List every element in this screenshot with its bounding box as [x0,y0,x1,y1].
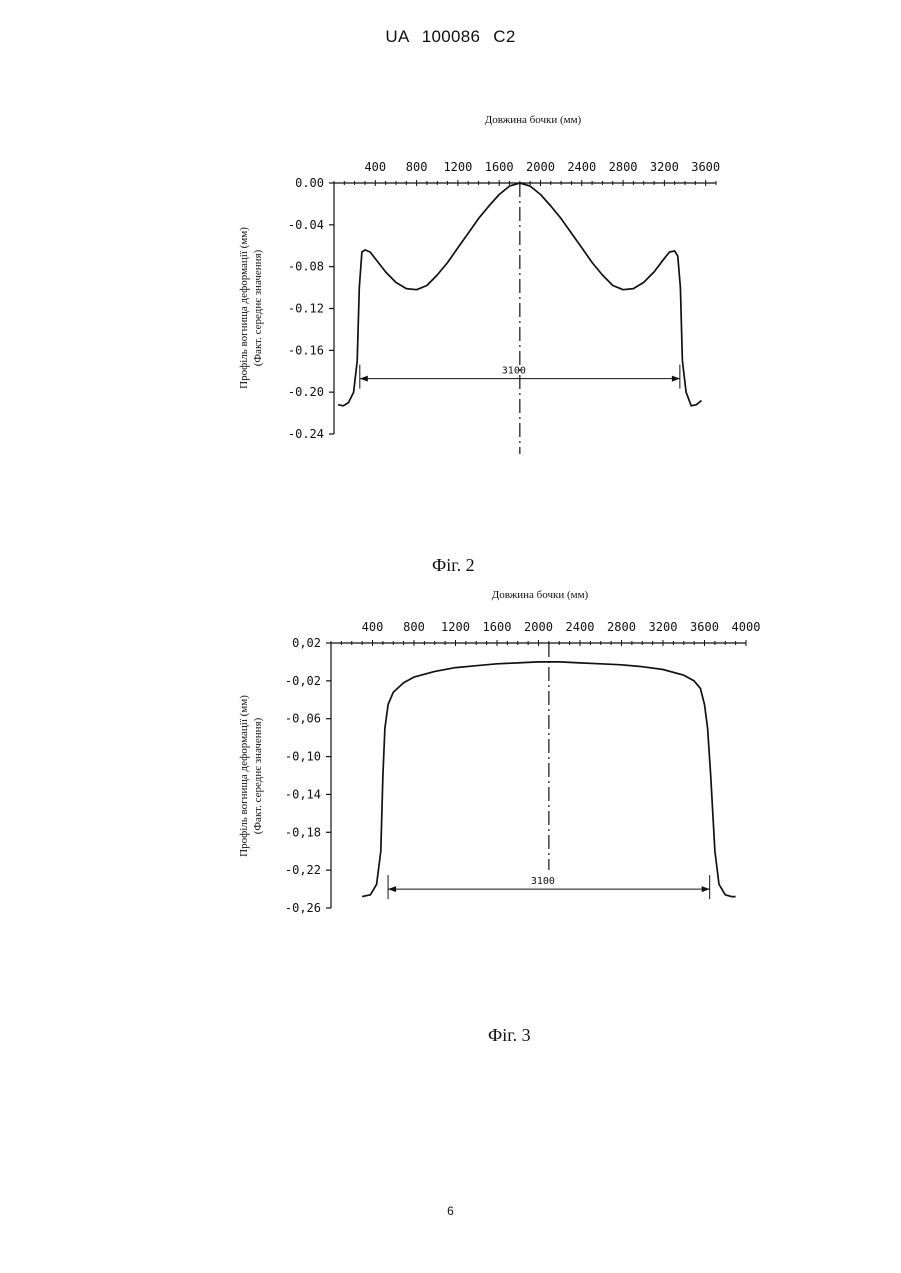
y-tick-label: 0,02 [292,636,321,650]
x-tick-label: 2400 [566,620,595,634]
fig3-title: Довжина бочки (мм) [492,589,589,601]
y-tick-label: -0,18 [285,825,321,839]
x-tick-label: 400 [362,620,384,634]
fig3-y-label-sub: (Факт. середнє значення) [252,717,264,834]
y-tick-label: -0,26 [285,901,321,915]
x-tick-label: 4000 [732,620,761,634]
x-tick-label: 1200 [441,620,470,634]
fig3-y-label-group: Профіль вогнища деформації (мм) (Факт. с… [238,695,264,857]
x-tick-label: 2800 [607,620,636,634]
x-tick-label: 3200 [649,620,678,634]
y-tick-label: -0,14 [285,787,321,801]
y-tick-label: -0,02 [285,674,321,688]
y-tick-label: -0,10 [285,750,321,764]
x-tick-label: 1600 [483,620,512,634]
y-tick-label: -0,06 [285,712,321,726]
y-tick-label: -0,22 [285,863,321,877]
fig3-caption: Фіг. 3 [488,1025,531,1046]
fig3-axes [326,640,746,908]
x-tick-label: 2000 [524,620,553,634]
fig3-y-ticks: 0,02 -0,02 -0,06 -0,10 -0,14 -0,18 -0,22 -0,26 [285,636,321,915]
x-tick-label: 3600 [690,620,719,634]
x-tick-label: 800 [403,620,425,634]
fig3-x-ticks: 400 800 1200 1600 2000 2400 2800 3200 3600 4000 [362,620,761,634]
page-number: 6 [0,1204,901,1218]
fig3-dimension-label: 3100 [531,876,555,887]
fig3-y-label: Профіль вогнища деформації (мм) [238,695,250,857]
